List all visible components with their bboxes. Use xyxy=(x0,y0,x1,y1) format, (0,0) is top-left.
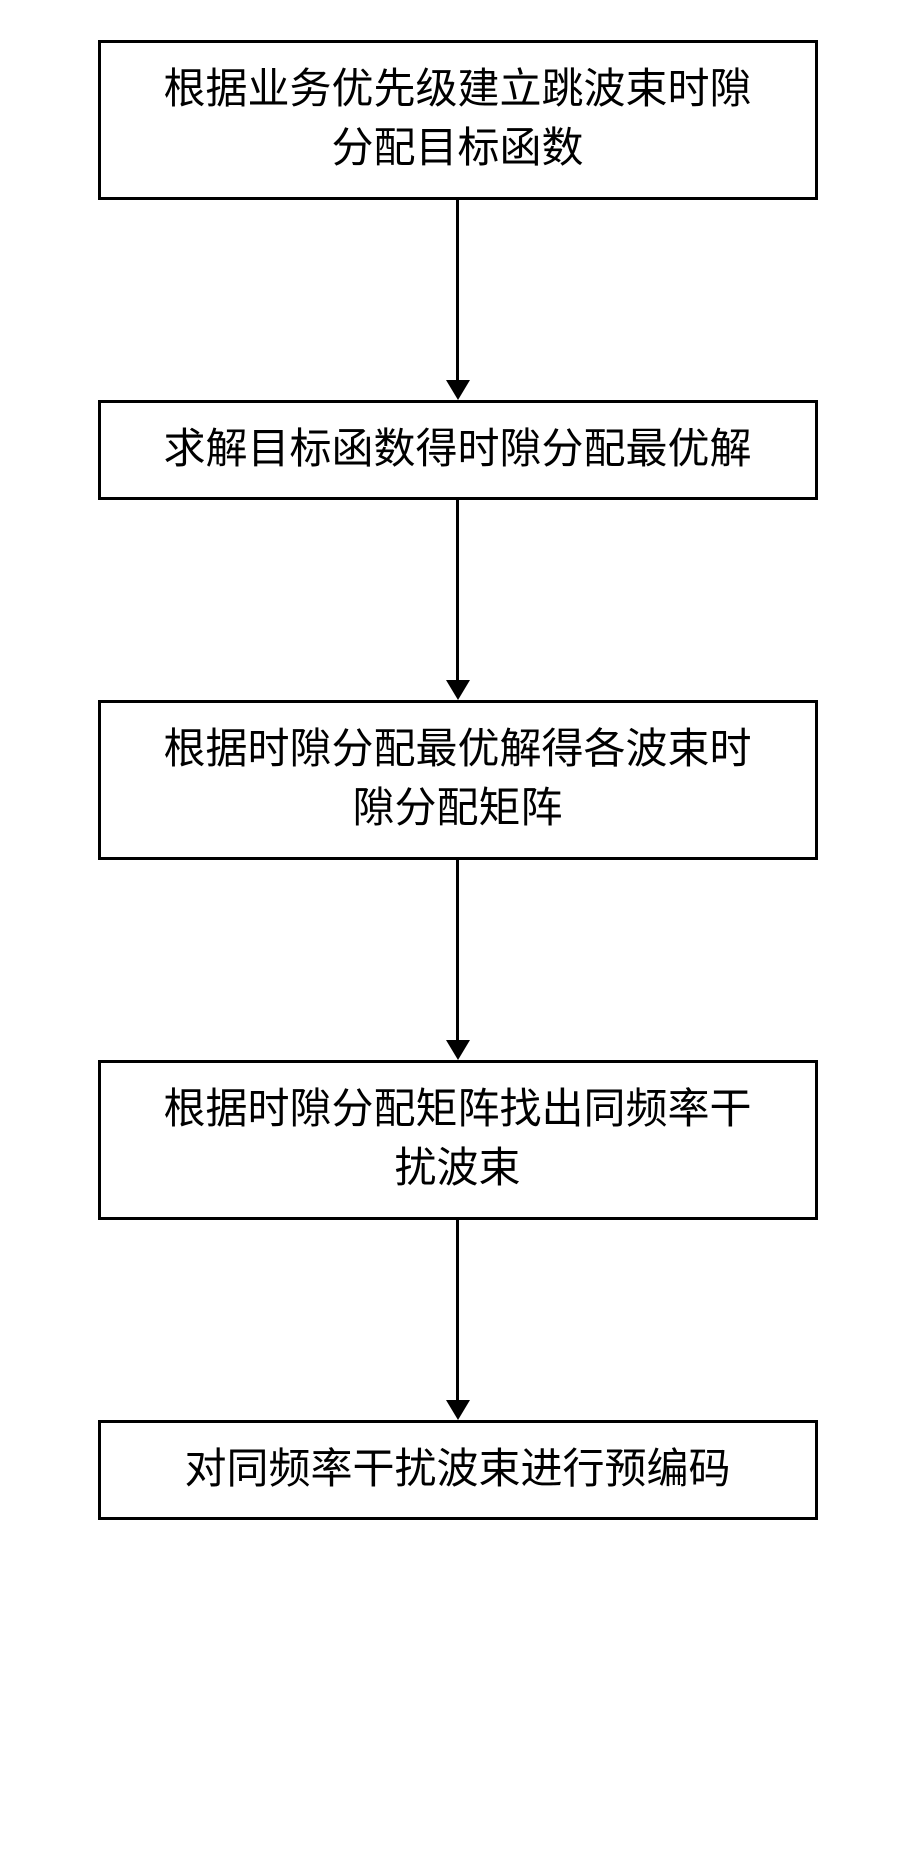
arrow-line xyxy=(456,200,459,380)
arrow-line xyxy=(456,500,459,680)
flowchart-container: 根据业务优先级建立跳波束时隙 分配目标函数 求解目标函数得时隙分配最优解 根据时… xyxy=(98,40,818,1520)
node-text: 对同频率干扰波束进行预编码 xyxy=(184,1441,730,1500)
arrow-head-icon xyxy=(446,1040,470,1060)
arrow-head-icon xyxy=(446,380,470,400)
flowchart-node-4: 根据时隙分配矩阵找出同频率干 扰波束 xyxy=(98,1060,818,1220)
arrow-line xyxy=(456,1220,459,1400)
node-text: 求解目标函数得时隙分配最优解 xyxy=(163,421,751,480)
flowchart-arrow-1 xyxy=(446,200,470,400)
flowchart-node-5: 对同频率干扰波束进行预编码 xyxy=(98,1420,818,1520)
arrow-line xyxy=(456,860,459,1040)
arrow-head-icon xyxy=(446,1400,470,1420)
flowchart-node-3: 根据时隙分配最优解得各波束时 隙分配矩阵 xyxy=(98,700,818,860)
node-text: 根据时隙分配最优解得各波束时 隙分配矩阵 xyxy=(163,721,751,839)
flowchart-arrow-2 xyxy=(446,500,470,700)
flowchart-arrow-3 xyxy=(446,860,470,1060)
flowchart-node-1: 根据业务优先级建立跳波束时隙 分配目标函数 xyxy=(98,40,818,200)
flowchart-arrow-4 xyxy=(446,1220,470,1420)
node-text: 根据时隙分配矩阵找出同频率干 扰波束 xyxy=(163,1081,751,1199)
node-text: 根据业务优先级建立跳波束时隙 分配目标函数 xyxy=(163,61,751,179)
flowchart-node-2: 求解目标函数得时隙分配最优解 xyxy=(98,400,818,500)
arrow-head-icon xyxy=(446,680,470,700)
